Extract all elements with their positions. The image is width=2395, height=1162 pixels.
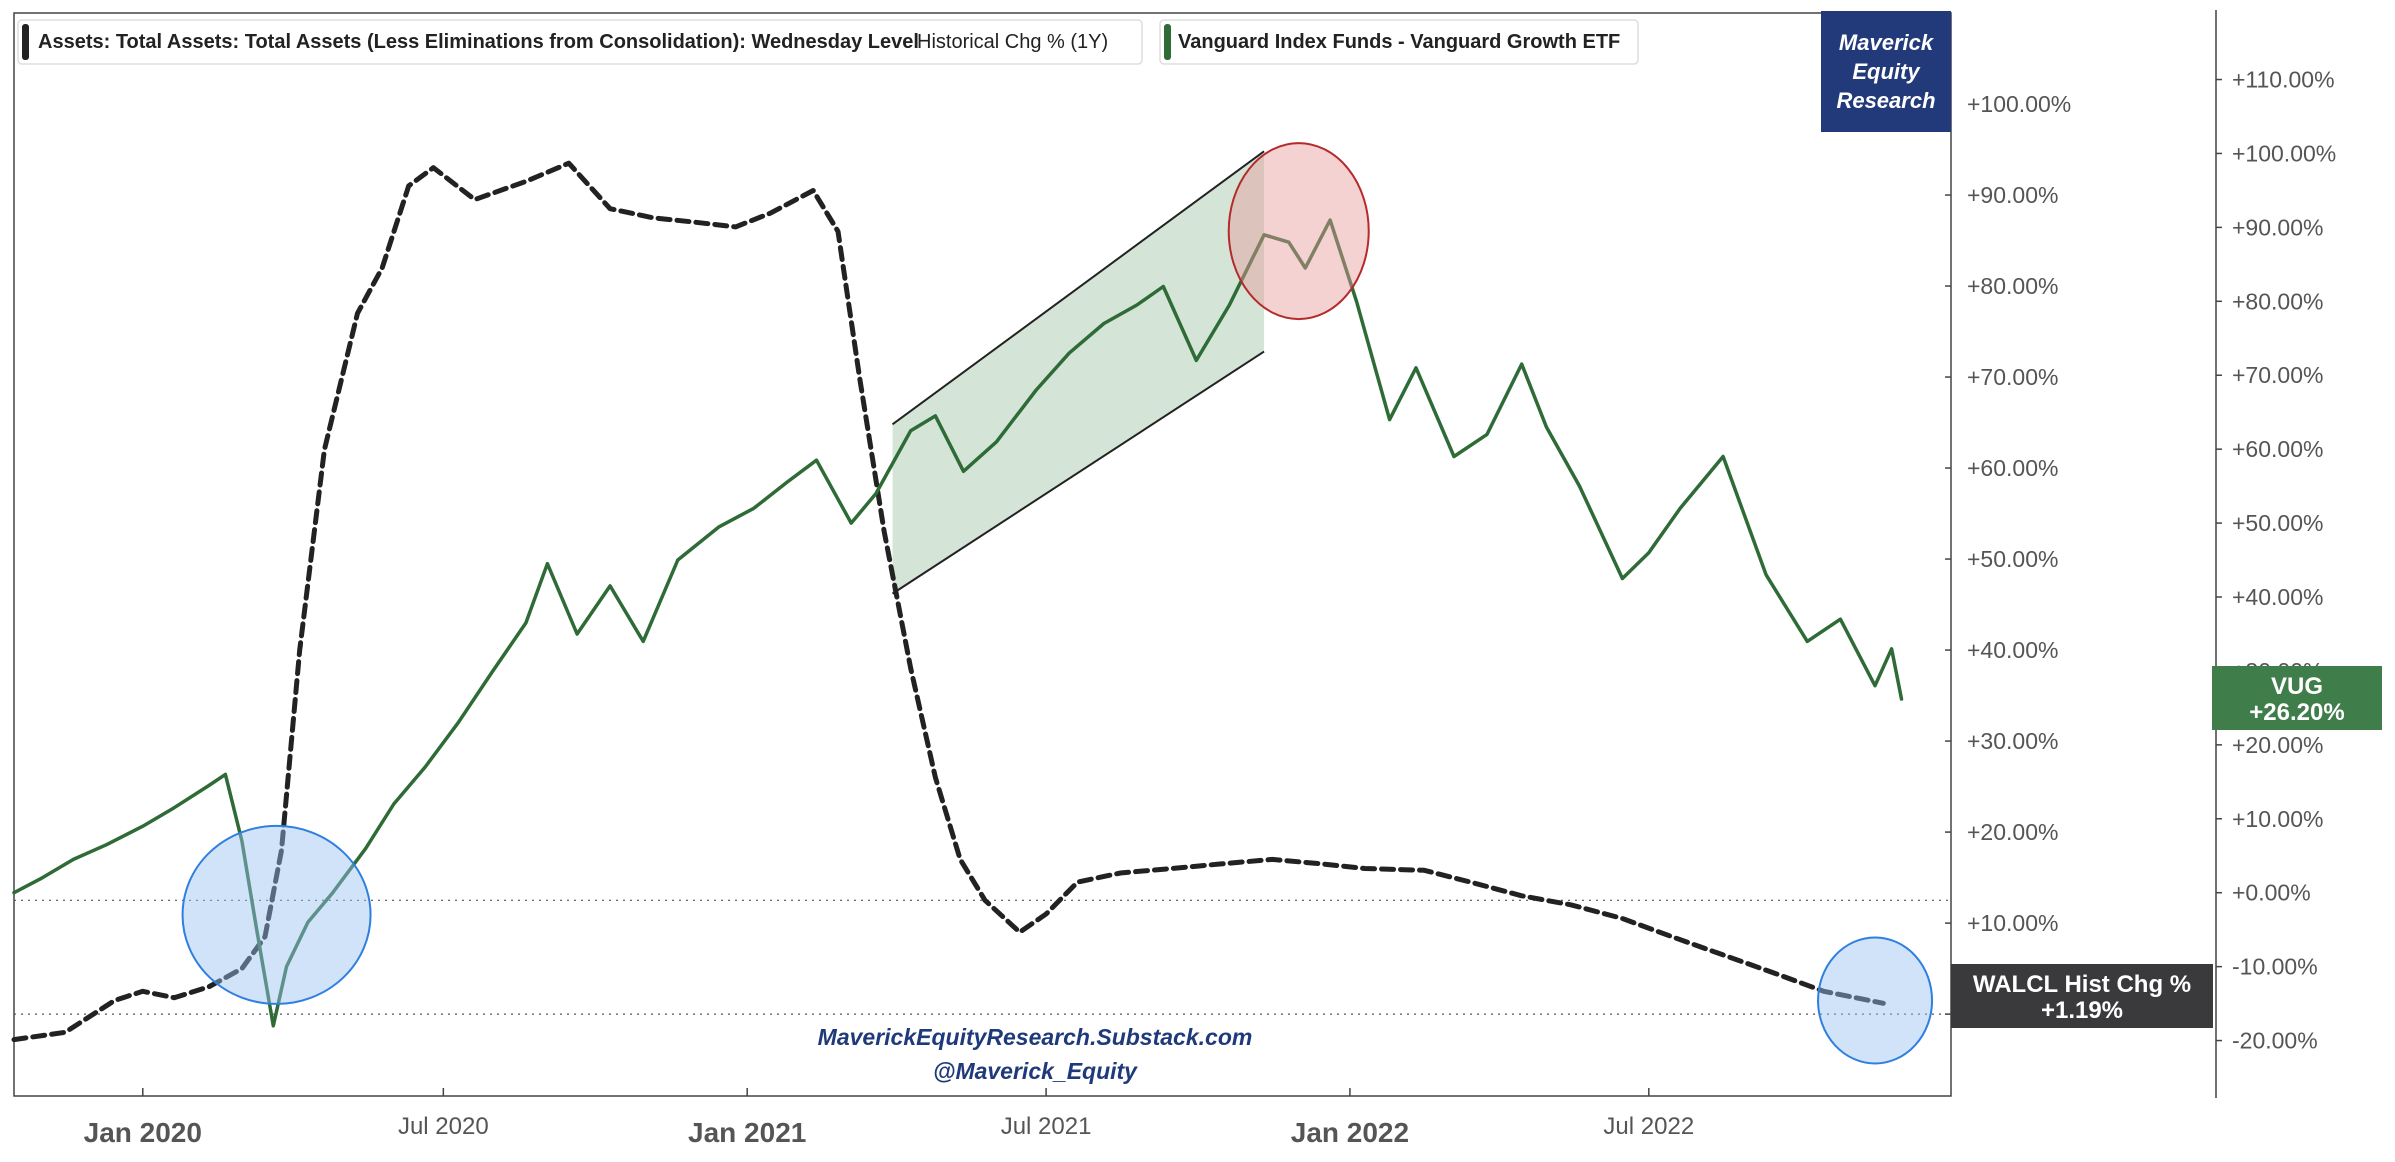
badge-walcl: WALCL Hist Chg % +1.19% xyxy=(1951,964,2213,1028)
y-left-tick-label-10: +100.00% xyxy=(1967,91,2071,117)
y-right-tick-label-11: +90.00% xyxy=(2232,214,2323,240)
y-left-tick-label-5: +50.00% xyxy=(1967,546,2058,572)
legend-box xyxy=(17,19,1143,65)
watermark: MaverickEquityResearch.Substack.com @Mav… xyxy=(818,1024,1253,1084)
trend-channel-upper xyxy=(891,150,1265,426)
brand-line-2: Equity xyxy=(1852,59,1921,84)
badge-vug-title: VUG xyxy=(2271,673,2323,700)
x-tick-label-5: Jul 2022 xyxy=(1603,1113,1694,1140)
trend-channel-fill xyxy=(892,151,1265,594)
legend-label-walcl: Assets: Total Assets: Total Assets (Less… xyxy=(38,31,919,53)
y-right-tick-label-4: +20.00% xyxy=(2232,732,2323,758)
trend-channel xyxy=(891,150,1265,595)
y-left-tick-label-6: +60.00% xyxy=(1967,455,2058,481)
y-left-tick-label-8: +80.00% xyxy=(1967,273,2058,299)
trend-channel-lower xyxy=(891,350,1265,595)
legend-swatch-vug xyxy=(1164,24,1171,60)
legend-label-vug: Vanguard Index Funds - Vanguard Growth E… xyxy=(1178,31,1620,53)
legend: Assets: Total Assets: Total Assets (Less… xyxy=(17,19,1639,65)
y-left-tick-label-4: +40.00% xyxy=(1967,637,2058,663)
badge-walcl-box xyxy=(1951,964,2213,1028)
badge-vug-box xyxy=(2212,666,2382,730)
legend-box xyxy=(1159,19,1639,65)
watermark-handle: @Maverick_Equity xyxy=(933,1058,1138,1084)
y-right-tick-label-7: +50.00% xyxy=(2232,510,2323,536)
badge-walcl-value: +1.19% xyxy=(2041,997,2123,1024)
y-left-tick-label-3: +30.00% xyxy=(1967,728,2058,754)
x-tick-label-0: Jan 2020 xyxy=(84,1117,202,1148)
y-right-tick-label-8: +60.00% xyxy=(2232,436,2323,462)
x-tick-label-3: Jul 2021 xyxy=(1001,1113,1092,1140)
x-tick-label-1: Jul 2020 xyxy=(398,1113,489,1140)
y-right-tick-label-1: -10.00% xyxy=(2232,954,2318,980)
y-right-tick-label-12: +100.00% xyxy=(2232,140,2336,166)
x-tick-label-4: Jan 2022 xyxy=(1291,1117,1409,1148)
highlight-circle-red-1 xyxy=(1227,142,1370,321)
y-axis-left: +0.00%+10.00%+20.00%+30.00%+40.00%+50.00… xyxy=(1945,91,2071,1027)
y-right-tick-label-0: -20.00% xyxy=(2232,1028,2318,1054)
legend-tag-walcl: Historical Chg % (1Y) xyxy=(917,31,1108,53)
brand-logo: Maverick Equity Research xyxy=(1821,11,1951,132)
series-line-vug xyxy=(12,218,1904,1028)
y-left-tick-label-1: +10.00% xyxy=(1967,910,2058,936)
highlight-circles xyxy=(181,142,1934,1065)
legend-swatch-walcl xyxy=(22,24,29,60)
y-right-tick-label-9: +70.00% xyxy=(2232,362,2323,388)
highlight-circle-blue-2 xyxy=(1817,936,1934,1065)
legend-item-walcl: Assets: Total Assets: Total Assets (Less… xyxy=(17,19,1143,65)
y-left-tick-label-9: +90.00% xyxy=(1967,182,2058,208)
badge-vug: VUG +26.20% xyxy=(2212,666,2382,730)
y-right-tick-label-13: +110.00% xyxy=(2232,67,2335,93)
x-axis: Jan 2020 Jul 2020 Jan 2021 Jul 2021 Jan 2022… xyxy=(84,1088,1694,1148)
y-right-tick-label-3: +10.00% xyxy=(2232,806,2323,832)
legend-item-vug: Vanguard Index Funds - Vanguard Growth E… xyxy=(1159,19,1639,65)
y-right-tick-label-6: +40.00% xyxy=(2232,584,2323,610)
y-axis-right: -20.00%-10.00%+0.00%+10.00%+20.00%+30.00… xyxy=(2216,67,2336,1054)
series-lines xyxy=(11,160,1904,1043)
x-tick-label-2: Jan 2021 xyxy=(688,1117,806,1148)
series-line-walcl-hist-chg- xyxy=(11,160,1886,1043)
reference-lines xyxy=(14,899,1951,1015)
y-left-tick-label-7: +70.00% xyxy=(1967,364,2058,390)
y-right-tick-label-2: +0.00% xyxy=(2232,880,2311,906)
brand-line-3: Research xyxy=(1836,88,1935,113)
brand-line-1: Maverick xyxy=(1839,30,1935,55)
badge-walcl-title: WALCL Hist Chg % xyxy=(1973,971,2191,998)
plot-frame xyxy=(13,12,1952,1097)
highlight-circle-blue-0 xyxy=(181,824,372,1005)
brand-box xyxy=(1821,11,1951,132)
badge-vug-value: +26.20% xyxy=(2249,699,2344,726)
y-right-tick-label-10: +80.00% xyxy=(2232,288,2323,314)
watermark-url: MaverickEquityResearch.Substack.com xyxy=(818,1024,1253,1050)
y-left-tick-label-2: +20.00% xyxy=(1967,819,2058,845)
